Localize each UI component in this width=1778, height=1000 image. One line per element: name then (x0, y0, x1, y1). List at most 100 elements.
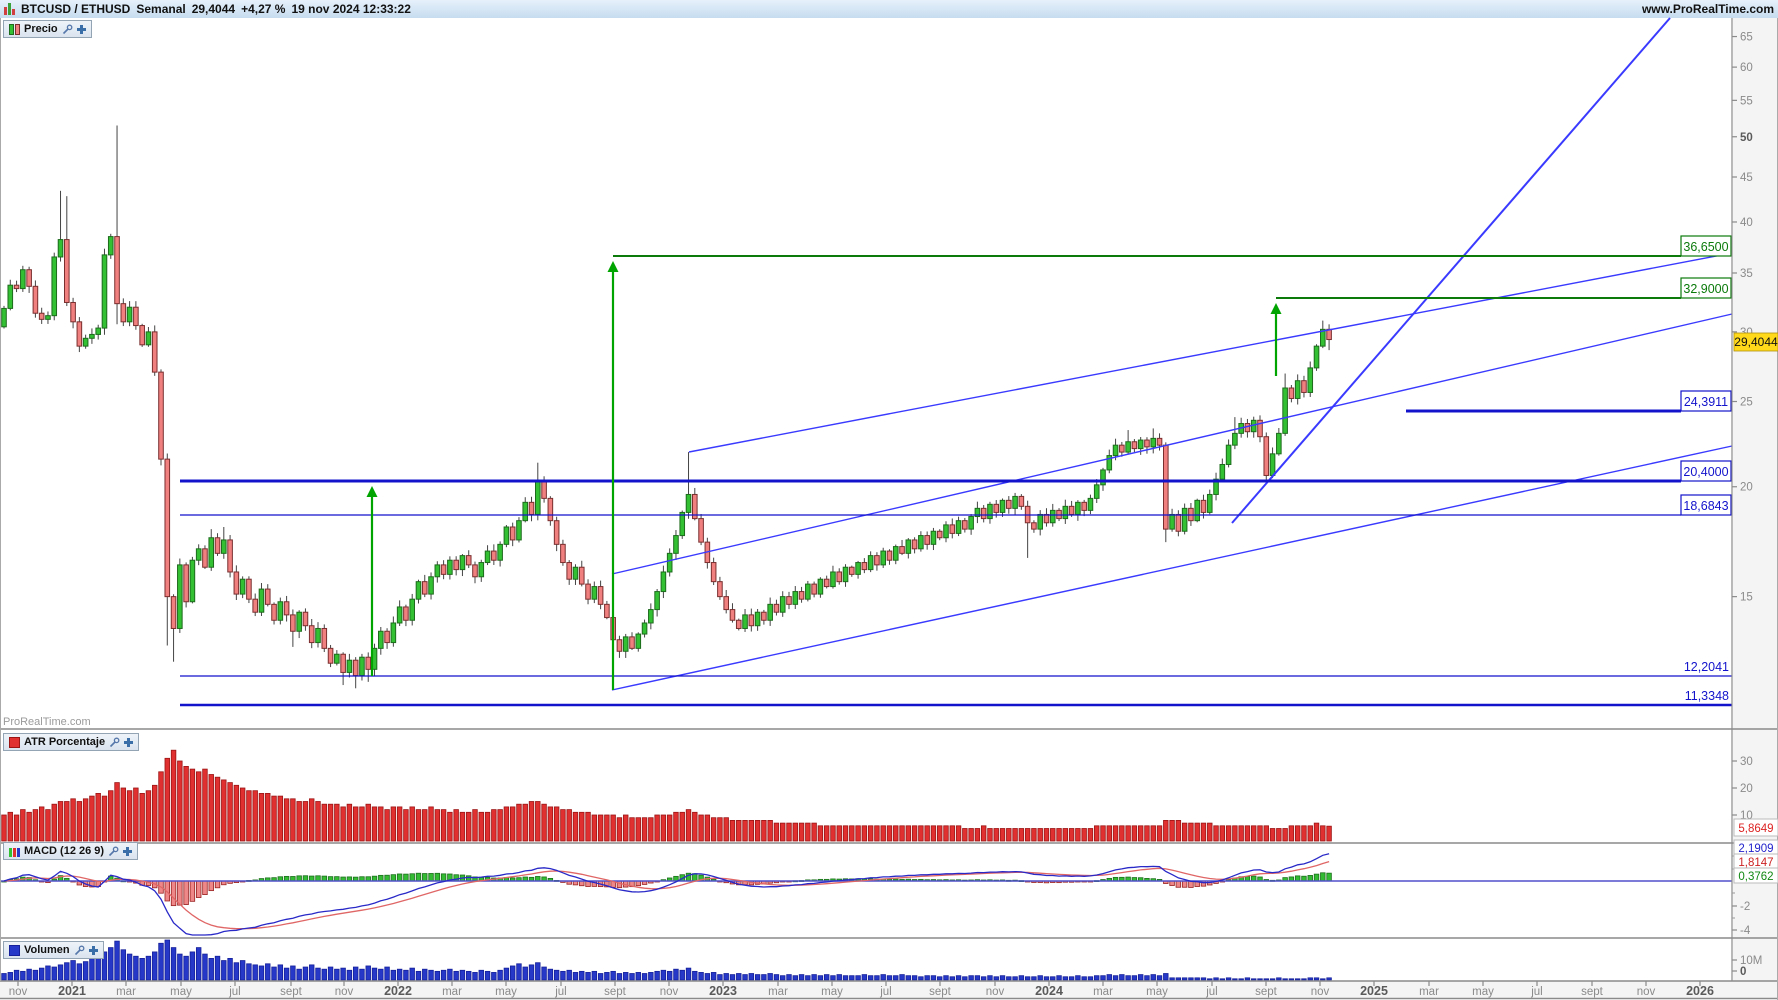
svg-text:10M: 10M (1740, 955, 1762, 967)
svg-text:60: 60 (1740, 62, 1753, 74)
settings-wrench-icon[interactable] (109, 737, 120, 748)
atr-panel-chip[interactable]: ATR Porcentaje (3, 733, 140, 751)
level-label[interactable]: 32,9000 (1680, 277, 1732, 299)
price-scale: 656055504540353025201529,4044 (1732, 32, 1778, 604)
price-panel-chip[interactable]: Precio (3, 20, 92, 38)
macd-value-tag: 1,8147 (1733, 853, 1778, 870)
svg-text:mar: mar (1419, 986, 1439, 998)
svg-text:-2: -2 (1740, 901, 1750, 913)
svg-text:mar: mar (768, 986, 788, 998)
settings-wrench-icon[interactable] (62, 24, 73, 35)
svg-text:sept: sept (929, 986, 952, 998)
quote-datetime: 19 nov 2024 12:33:22 (291, 2, 411, 16)
svg-text:sept: sept (1581, 986, 1604, 998)
price-change: +4,27 % (241, 2, 286, 16)
svg-text:36,6500: 36,6500 (1683, 240, 1728, 254)
macd-value-tag: 0,3762 (1733, 867, 1778, 884)
svg-text:45: 45 (1740, 172, 1753, 184)
volume-bars (1, 939, 1332, 981)
svg-text:2022: 2022 (384, 984, 412, 998)
svg-text:jul: jul (228, 986, 241, 998)
settings-wrench-icon[interactable] (74, 945, 85, 956)
level-label[interactable]: 18,6843 (1680, 494, 1732, 516)
svg-text:12,2041: 12,2041 (1684, 660, 1729, 674)
level-label[interactable]: 12,2041 (1684, 660, 1729, 674)
svg-text:35: 35 (1740, 268, 1753, 280)
svg-text:0: 0 (1740, 966, 1746, 978)
title-bar: BTCUSD / ETHUSD Semanal 29,4044 +4,27 % … (0, 0, 1778, 19)
svg-text:5,8649: 5,8649 (1738, 823, 1773, 835)
svg-text:may: may (495, 986, 517, 998)
prorealtime-watermark: ProRealTime.com (3, 716, 91, 728)
atr-value-tag: 5,8649 (1733, 818, 1778, 837)
svg-text:sept: sept (280, 986, 303, 998)
svg-text:sept: sept (604, 986, 627, 998)
svg-text:may: may (1472, 986, 1494, 998)
svg-text:20,4000: 20,4000 (1683, 465, 1728, 479)
macd-signal-line (3, 860, 1330, 930)
svg-text:2024: 2024 (1035, 984, 1063, 998)
svg-text:2023: 2023 (709, 984, 737, 998)
add-indicator-icon[interactable] (123, 846, 133, 856)
trendlines (611, 17, 1733, 691)
svg-text:32,9000: 32,9000 (1683, 282, 1728, 296)
last-price: 29,4044 (191, 2, 236, 16)
svg-text:mar: mar (1093, 986, 1113, 998)
atr-bars (1, 749, 1332, 842)
svg-text:nov: nov (9, 986, 28, 998)
volume-panel-chip[interactable]: Volumen (3, 941, 104, 959)
level-label[interactable]: 11,3348 (1685, 689, 1729, 703)
svg-text:jul: jul (554, 986, 567, 998)
svg-text:2025: 2025 (1360, 984, 1388, 998)
svg-text:may: may (821, 986, 843, 998)
current-price-tag: 29,4044 (1733, 332, 1778, 352)
macd-panel-label: MACD (12 26 9) (24, 845, 105, 857)
svg-text:sept: sept (1255, 986, 1278, 998)
svg-text:jul: jul (1530, 986, 1543, 998)
svg-text:2,1909: 2,1909 (1738, 843, 1773, 855)
svg-text:11,3348: 11,3348 (1685, 689, 1729, 703)
level-label[interactable]: 36,6500 (1680, 235, 1732, 257)
buy-signal-arrows (366, 261, 1282, 690)
price-levels: 36,6500 32,9000 24,3911 20,4000 18,6843 12,20… (180, 235, 1732, 707)
instrument-symbol: BTCUSD / ETHUSD (21, 2, 131, 16)
settings-wrench-icon[interactable] (108, 846, 119, 857)
svg-text:55: 55 (1740, 95, 1753, 107)
macd-panel-chip[interactable]: MACD (12 26 9) (3, 842, 139, 860)
svg-text:may: may (170, 986, 192, 998)
add-indicator-icon[interactable] (76, 24, 86, 34)
svg-text:24,3911: 24,3911 (1684, 395, 1728, 409)
svg-text:nov: nov (1637, 986, 1656, 998)
level-label[interactable]: 20,4000 (1680, 460, 1732, 482)
macd-value-tag: 2,1909 (1733, 839, 1778, 856)
panel-borders (0, 18, 1778, 1000)
volume-icon (9, 944, 20, 956)
volume-panel-label: Volumen (24, 944, 70, 956)
macd-line (3, 853, 1330, 936)
svg-text:20: 20 (1740, 783, 1753, 795)
svg-text:nov: nov (660, 986, 679, 998)
price-icon (9, 23, 20, 35)
svg-text:40: 40 (1740, 217, 1753, 229)
price-panel-label: Precio (24, 23, 58, 35)
svg-text:nov: nov (1311, 986, 1330, 998)
svg-text:15: 15 (1740, 592, 1753, 604)
svg-text:-4: -4 (1740, 925, 1751, 937)
level-label[interactable]: 24,3911 (1680, 390, 1732, 412)
svg-text:mar: mar (442, 986, 462, 998)
svg-text:50: 50 (1740, 132, 1753, 144)
instrument-timeframe: Semanal (136, 2, 186, 16)
svg-text:may: may (1146, 986, 1168, 998)
add-indicator-icon[interactable] (88, 945, 98, 955)
prorealtime-link[interactable]: www.ProRealTime.com (1641, 2, 1774, 16)
add-indicator-icon[interactable] (124, 737, 134, 747)
svg-text:jul: jul (879, 986, 892, 998)
svg-text:nov: nov (335, 986, 354, 998)
svg-text:65: 65 (1740, 32, 1753, 44)
svg-text:2026: 2026 (1686, 984, 1714, 998)
svg-text:mar: mar (116, 986, 136, 998)
macd-histogram (1, 872, 1332, 907)
